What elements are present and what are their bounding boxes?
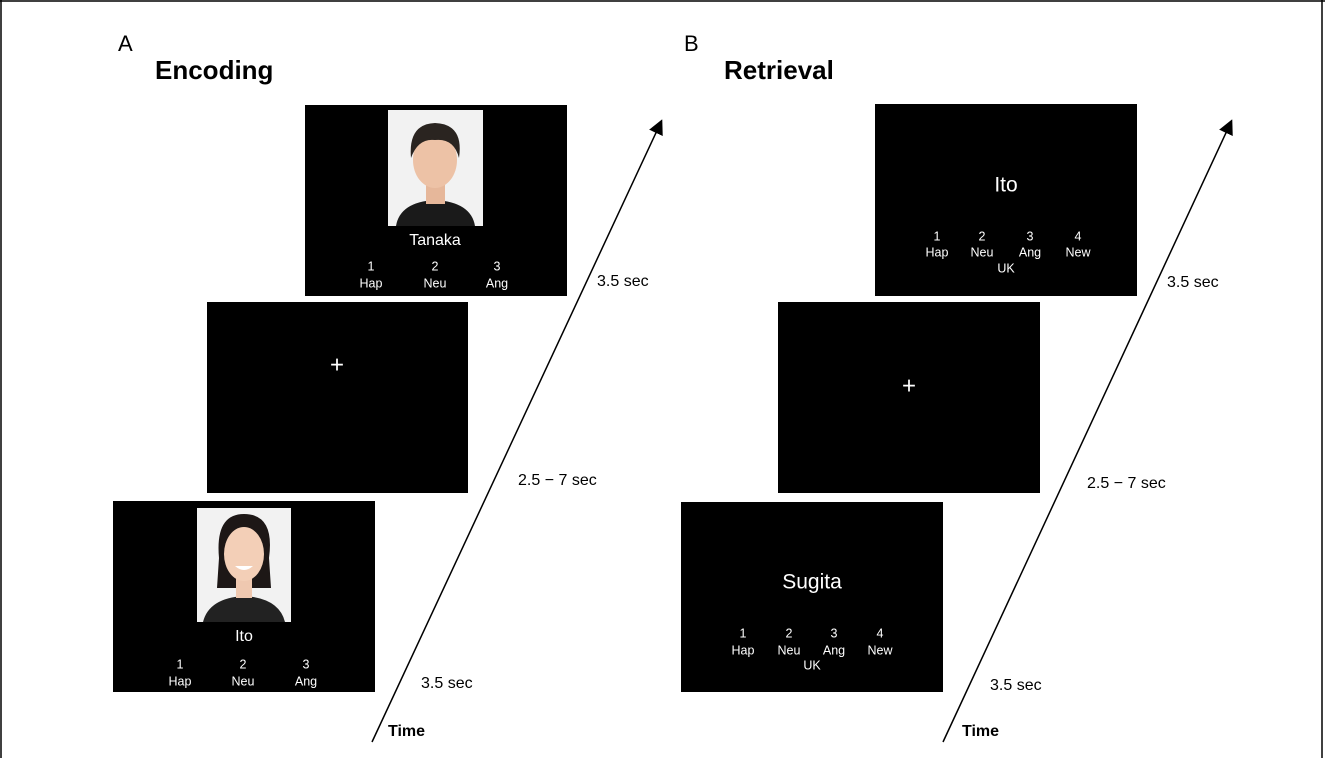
option-extra: UK (997, 261, 1015, 275)
option-number: 2 (240, 657, 247, 671)
option-number: 4 (877, 626, 884, 640)
duration: 3.5 sec (597, 273, 649, 290)
option-number: 2 (786, 626, 793, 640)
fixation-cross: + (330, 351, 344, 378)
option-label: Hap (169, 674, 192, 688)
option-label: Ang (295, 674, 317, 688)
option-number: 1 (368, 259, 375, 273)
panel-title: Encoding (155, 55, 273, 85)
duration: 3.5 sec (421, 675, 473, 692)
panel-label: B (684, 31, 699, 56)
option-label: Ang (1019, 245, 1041, 259)
option-number: 1 (934, 229, 941, 243)
panel-b: B Retrieval Ito 1 Hap 2 Neu 3 Ang 4 New … (681, 31, 1231, 742)
option-extra: UK (803, 658, 821, 672)
option-label: Hap (360, 276, 383, 290)
option-number: 2 (979, 229, 986, 243)
option-number: 1 (740, 626, 747, 640)
face-photo (197, 508, 291, 622)
option-label: Hap (732, 643, 755, 657)
face-name: Tanaka (409, 232, 461, 249)
option-number: 3 (494, 259, 501, 273)
option-label: Ang (486, 276, 508, 290)
option-label: Neu (971, 245, 994, 259)
option-number: 3 (303, 657, 310, 671)
option-number: 3 (1027, 229, 1034, 243)
screen (207, 302, 468, 493)
panel-a: A Encoding Tanaka 1 Hap 2 Neu 3 Ang + It… (113, 31, 661, 742)
fixation-cross: + (902, 372, 916, 399)
axis-label: Time (388, 723, 425, 740)
option-number: 1 (177, 657, 184, 671)
option-label: Ang (823, 643, 845, 657)
option-label: New (867, 643, 893, 657)
option-label: New (1065, 245, 1091, 259)
panel-title: Retrieval (724, 55, 834, 85)
face-name: Ito (235, 628, 253, 645)
option-label: Hap (926, 245, 949, 259)
duration: 3.5 sec (1167, 274, 1219, 291)
option-label: Neu (232, 674, 255, 688)
duration: 3.5 sec (990, 677, 1042, 694)
option-number: 3 (831, 626, 838, 640)
option-number: 2 (432, 259, 439, 273)
panel-label: A (118, 31, 133, 56)
face-photo (388, 110, 483, 226)
figure: A Encoding Tanaka 1 Hap 2 Neu 3 Ang + It… (0, 0, 1325, 758)
axis-label: Time (962, 723, 999, 740)
name-cue: Ito (994, 174, 1017, 197)
option-label: Neu (424, 276, 447, 290)
name-cue: Sugita (782, 571, 842, 594)
duration: 2.5 − 7 sec (518, 472, 597, 489)
option-number: 4 (1075, 229, 1082, 243)
duration: 2.5 − 7 sec (1087, 475, 1166, 492)
option-label: Neu (778, 643, 801, 657)
